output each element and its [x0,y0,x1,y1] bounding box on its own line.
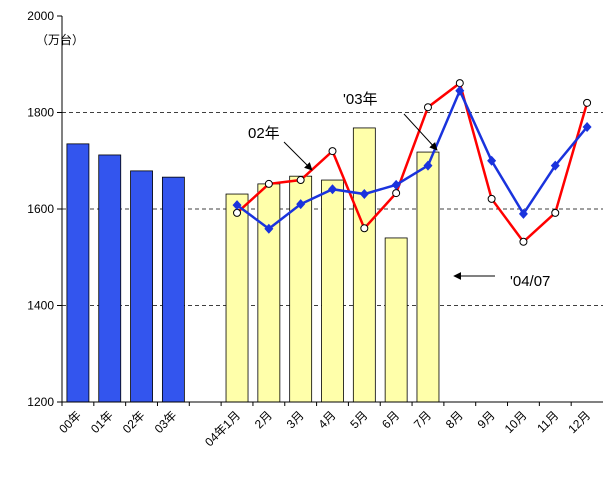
point [583,98,592,107]
point [392,189,401,198]
unit-label: （万台） [36,32,84,47]
x-tick-label: 00年 [56,408,84,436]
point [328,184,337,195]
line [236,87,589,231]
bar [384,237,408,403]
y-tick-label: 1600 [27,202,54,216]
bar [352,127,376,403]
point [233,208,242,217]
point [551,208,560,217]
point [264,223,274,234]
bar [161,176,185,403]
x-tick-label: 3月 [284,408,307,431]
annotation: '04/07 [510,273,550,290]
point [391,179,401,190]
point [296,199,306,210]
x-tick-label: 02年 [120,408,148,436]
point [487,155,497,166]
bar [416,151,440,403]
bar [321,179,344,403]
y-tick-label: 1400 [27,299,54,313]
annotation: 02年 [248,125,280,142]
point [264,179,273,188]
x-tick-label: 11月 [534,408,561,435]
x-tick-label: 2月 [252,408,275,431]
x-tick-label: 01年 [88,408,116,436]
point [455,85,465,96]
y-tick-label: 1800 [27,106,54,120]
annotation-arrow [403,113,438,151]
bar [225,193,249,403]
point [359,189,369,200]
point [423,103,432,112]
point [487,194,496,203]
x-tick-label: 04年1月 [202,408,243,449]
bar [257,183,281,403]
point [455,79,464,88]
point [328,147,337,156]
bar [130,170,153,403]
x-tick-label: 7月 [411,408,434,431]
point [518,208,528,219]
x-tick-label: 03年 [152,408,180,436]
y-tick-label: 1200 [27,395,54,409]
x-tick-label: 6月 [379,408,402,431]
point [296,176,305,185]
x-tick-label: 8月 [443,408,466,431]
x-tick-label: 5月 [347,408,370,431]
bar [66,143,90,403]
annotation-arrow [283,141,313,171]
x-tick-label: 9月 [475,408,498,431]
point [519,237,528,246]
point [423,160,433,171]
x-tick-label: 10月 [502,408,530,436]
annotation: '03年 [343,91,378,108]
point [360,224,369,233]
point [550,160,560,171]
y-tick-label: 2000 [27,9,54,23]
point [582,121,592,132]
point [232,200,242,211]
line [236,80,589,244]
x-tick-label: 12月 [565,408,593,436]
x-tick-label: 4月 [316,408,339,431]
bar [98,154,122,403]
